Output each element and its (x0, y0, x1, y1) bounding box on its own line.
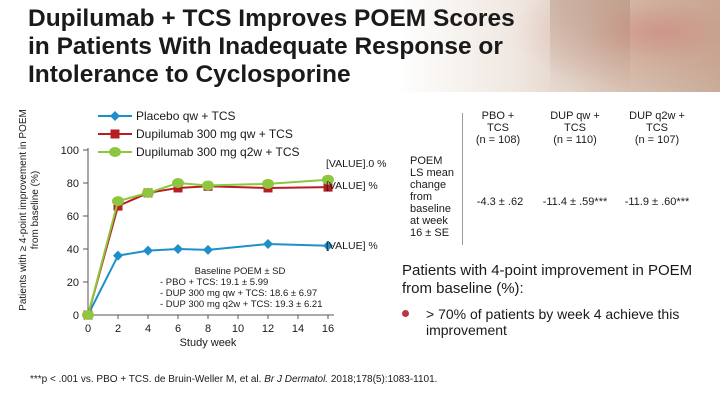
x-tick-label: 16 (322, 323, 334, 335)
annotation-placebo-end: [VALUE] % (326, 240, 378, 252)
y-tick-label: 20 (67, 277, 79, 289)
bullet-dot-icon (402, 310, 409, 317)
table-cell: -11.4 ± .59*** (542, 196, 608, 208)
baseline-line: - PBO + TCS: 19.1 ± 5.99 (160, 277, 269, 288)
header-photo (510, 0, 720, 92)
x-tick-label: 0 (85, 323, 91, 335)
x-tick-label: 8 (205, 323, 211, 335)
x-tick-label: 6 (175, 323, 181, 335)
data-point-placebo (143, 245, 153, 256)
x-tick-label: 4 (145, 323, 151, 335)
footnote-text: ***p < .001 vs. PBO + TCS. de Bruin-Well… (30, 374, 265, 385)
y-tick-label: 60 (67, 211, 79, 223)
table-cell: -4.3 ± .62 (476, 196, 524, 208)
table-divider (462, 113, 463, 245)
baseline-annotation: Baseline POEM ± SD - PBO + TCS: 19.1 ± 5… (140, 266, 340, 310)
y-tick-label: 100 (61, 145, 79, 157)
footnote-citation: 2018;178(5):1083-1101. (328, 374, 438, 385)
legend-marker-q2w (98, 147, 132, 157)
y-tick-label: 0 (73, 310, 79, 322)
data-point-q2w (112, 196, 124, 207)
data-point-q2w (142, 187, 154, 198)
table-cell: -11.9 ± .60*** (624, 196, 690, 208)
header-photo-shadow (550, 0, 630, 92)
baseline-line: - DUP 300 mg qw + TCS: 18.6 ± 6.97 (160, 288, 318, 299)
y-tick-label: 40 (67, 244, 79, 256)
x-tick-label: 2 (115, 323, 121, 335)
table-col-header: PBO + TCS (n = 108) (475, 110, 521, 146)
data-point-q2w (82, 310, 94, 320)
legend-marker-placebo (98, 111, 132, 121)
legend-label: Placebo qw + TCS (136, 109, 236, 123)
legend-label: Dupilumab 300 mg q2w + TCS (136, 145, 300, 159)
footnote-journal: Br J Dermatol. (264, 374, 329, 385)
table-row-label: POEM LS mean change from baseline at wee… (410, 155, 455, 239)
title-line: in Patients With Inadequate Response or (28, 33, 503, 60)
data-point-placebo (203, 244, 213, 255)
baseline-line: - DUP 300 mg q2w + TCS: 19.3 ± 6.21 (160, 299, 323, 310)
x-axis-label: Study week (180, 337, 237, 349)
title-line: Intolerance to Cyclosporine (28, 61, 351, 88)
slide-title: Dupilumab + TCS Improves POEM Scores in … (28, 5, 628, 89)
data-point-placebo (113, 250, 123, 261)
data-point-placebo (323, 240, 333, 251)
table-col-header: DUP qw + TCS (n = 110) (550, 110, 600, 146)
x-tick-label: 10 (232, 323, 244, 335)
data-point-placebo (173, 244, 183, 254)
bullet-text: > 70% of patients by week 4 achieve this… (426, 306, 680, 338)
title-line: Dupilumab + TCS Improves POEM Scores (28, 5, 515, 32)
x-tick-label: 14 (292, 323, 304, 335)
data-point-q2w (322, 174, 334, 185)
annotation-q2w-end: [VALUE].0 % (326, 158, 387, 170)
baseline-title: Baseline POEM ± SD (194, 266, 286, 277)
y-tick-label: 80 (67, 178, 79, 190)
data-point-q2w (262, 178, 274, 189)
x-tick-label: 12 (262, 323, 274, 335)
data-point-qw (323, 182, 333, 192)
line-chart: 0 20 40 60 80 100 0 2 4 6 8 10 12 14 16 Study week [VALU… (61, 145, 387, 349)
percent-heading: Patients with 4-point improvement in POE… (402, 262, 693, 297)
annotation-qw-end: [VALUE] % (326, 180, 378, 192)
legend-label: Dupilumab 300 mg qw + TCS (136, 127, 293, 141)
legend-marker-qw (98, 129, 132, 139)
header-banner: Dupilumab + TCS Improves POEM Scores in … (0, 0, 720, 92)
table-col-header: DUP q2w + TCS (n = 107) (629, 110, 685, 146)
data-point-q2w (172, 178, 184, 188)
data-point-placebo (263, 239, 273, 250)
footnote: ***p < .001 vs. PBO + TCS. de Bruin-Well… (30, 374, 437, 385)
data-point-q2w (202, 180, 214, 191)
